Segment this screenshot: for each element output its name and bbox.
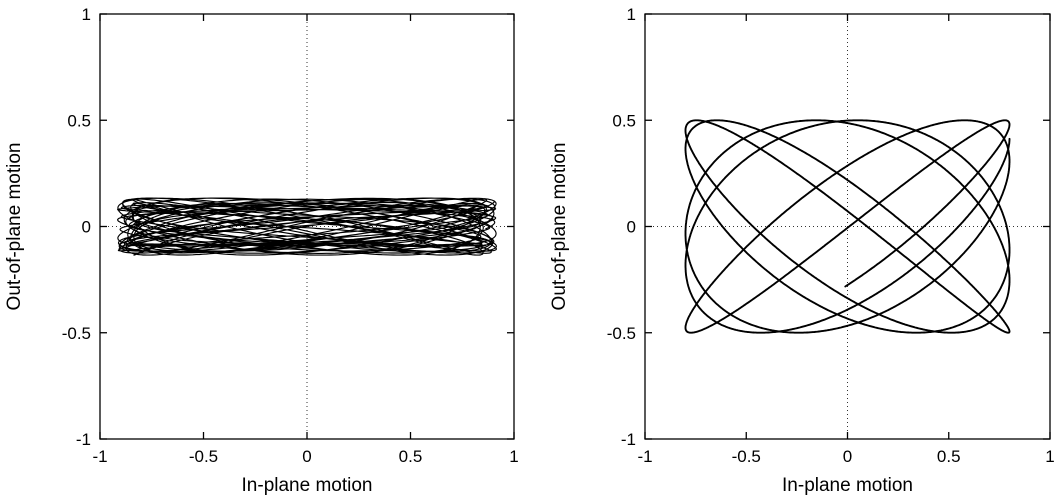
y-tick-label: 1 [627, 5, 636, 24]
y-tick-label: -1 [76, 430, 91, 449]
y-tick-label: -0.5 [62, 324, 91, 343]
x-axis-title: In-plane motion [782, 475, 913, 496]
x-axis-title: In-plane motion [242, 475, 373, 496]
left-plot-quasiperiodic-dense: -1 -0.5 0 0.5 1 -1 -0.5 0 0.5 1 In-plane motion Out… [4, 5, 519, 496]
y-tick-label: 0 [627, 218, 636, 237]
x-tick-label: 1 [509, 447, 518, 466]
y-tick-label: 0 [82, 218, 91, 237]
x-tick-label: 1 [1045, 447, 1054, 466]
y-axis-title: Out-of-plane motion [549, 143, 570, 311]
right-plot-precessing-ellipses: -1 -0.5 0 0.5 1 -1 -0.5 0 0.5 1 In-plane motion Out… [549, 5, 1055, 496]
x-tick-label: -0.5 [732, 447, 761, 466]
x-tick-label: -0.5 [189, 447, 218, 466]
y-tick-label: -1 [621, 430, 636, 449]
trajectory-curve [684, 119, 1011, 334]
x-tick-label: 0 [843, 447, 852, 466]
x-tick-label: -1 [92, 447, 107, 466]
trajectory-curve [117, 197, 497, 256]
x-tick-label: 0.5 [399, 447, 423, 466]
y-axis-title: Out-of-plane motion [4, 143, 25, 311]
y-tick-label: -0.5 [607, 324, 636, 343]
x-tick-label: -1 [637, 447, 652, 466]
y-tick-label: 1 [82, 5, 91, 24]
x-tick-label: 0.5 [937, 447, 961, 466]
x-tick-label: 0 [302, 447, 311, 466]
y-tick-label: 0.5 [67, 111, 91, 130]
y-tick-label: 0.5 [612, 111, 636, 130]
